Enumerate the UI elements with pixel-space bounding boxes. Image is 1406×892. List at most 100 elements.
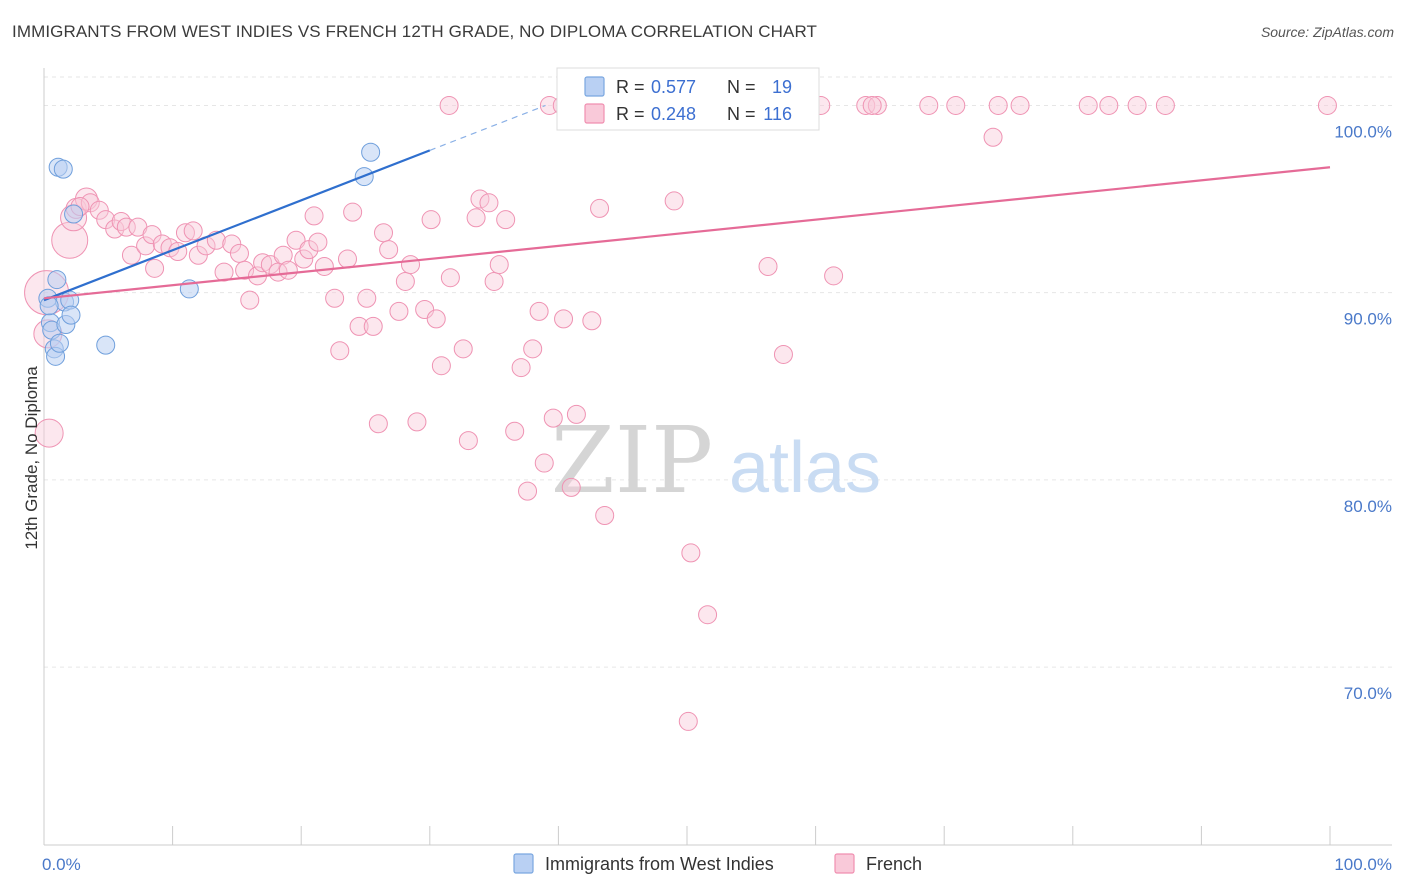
bottom-legend-label-french: French [866, 854, 922, 874]
point-french-55 [401, 255, 421, 275]
legend-n-french: 116 [763, 104, 792, 124]
point-french-112 [862, 95, 882, 115]
point-french-74 [529, 301, 549, 321]
point-french-71 [511, 358, 531, 378]
point-french-101 [856, 95, 876, 115]
point-french-12 [116, 217, 136, 237]
y-tick-labels: 100.0% 90.0% 80.0% 70.0% [1334, 122, 1392, 703]
point-french-63 [458, 431, 478, 451]
point-french-43 [325, 288, 345, 308]
point-french-8 [89, 200, 109, 220]
bottom-legend-swatch-french [834, 853, 855, 874]
point-french-17 [145, 258, 165, 278]
point-french-67 [484, 271, 504, 291]
point-french-62 [453, 339, 473, 359]
series-west-indies-points [38, 142, 381, 366]
point-french-107 [1078, 95, 1098, 115]
point-french-90 [983, 127, 1003, 147]
point-french-73 [523, 339, 543, 359]
point-french-11 [111, 212, 131, 232]
point-french-42 [314, 256, 334, 276]
bottom-legend-label-west-indies: Immigrants from West Indies [545, 854, 774, 874]
point-french-82 [595, 505, 615, 525]
point-french-47 [349, 316, 369, 336]
point-french-15 [136, 236, 156, 256]
point-french-53 [389, 301, 409, 321]
point-french-45 [337, 249, 357, 269]
x-tick-label-0: 0.0% [42, 855, 81, 874]
point-french-110 [1155, 95, 1175, 115]
trend-lines [43, 104, 1331, 302]
point-french-46 [343, 202, 363, 222]
legend-r-west-indies: 0.577 [651, 77, 696, 97]
point-french-85 [698, 605, 718, 625]
point-french-109 [1127, 95, 1147, 115]
point-french-50 [368, 414, 388, 434]
x-tick-labels: 0.0% 100.0% [42, 855, 1392, 874]
point-french-81 [590, 198, 610, 218]
point-french-78 [561, 477, 581, 497]
point-french-44 [330, 341, 350, 361]
point-french-89 [824, 266, 844, 286]
point-french-22 [183, 221, 203, 241]
point-west-indies-12 [61, 305, 81, 325]
trend-line-west-indies-extension [429, 104, 546, 151]
point-french-84 [681, 543, 701, 563]
legend-r-label-french: R = [616, 104, 645, 124]
point-french-13 [121, 245, 141, 265]
legend-bottom: Immigrants from West Indies French [513, 853, 922, 874]
point-french-70 [505, 421, 525, 441]
point-french-58 [421, 210, 441, 230]
legend-n-label-french: N = [727, 104, 756, 124]
legend-swatch-french [584, 103, 605, 124]
watermark-zip: ZIP [551, 407, 713, 514]
y-tick-label-0: 100.0% [1334, 122, 1392, 141]
point-french-64 [466, 208, 486, 228]
legend-r-french: 0.248 [651, 104, 696, 124]
point-french-77 [554, 309, 574, 329]
point-french-52 [379, 240, 399, 260]
point-french-48 [357, 288, 377, 308]
point-french-61 [440, 268, 460, 288]
point-french-68 [489, 255, 509, 275]
point-french-29 [235, 260, 255, 280]
legend-n-west-indies: 19 [772, 77, 792, 97]
point-west-indies-8 [53, 159, 73, 179]
point-french-69 [496, 210, 516, 230]
point-french-26 [214, 262, 234, 282]
point-french-49 [363, 316, 383, 336]
point-french-66 [479, 193, 499, 213]
point-french-41 [308, 232, 328, 252]
axes [43, 68, 1392, 846]
point-french-87 [758, 256, 778, 276]
point-french-83 [664, 191, 684, 211]
point-west-indies-5 [47, 270, 67, 290]
point-french-60 [431, 356, 451, 376]
grid-lines [44, 76, 1392, 668]
point-french-2 [34, 418, 64, 448]
point-french-37 [286, 230, 306, 250]
point-french-33 [260, 255, 280, 275]
point-west-indies-17 [361, 142, 381, 162]
y-tick-label-2: 80.0% [1344, 497, 1392, 516]
point-french-86 [678, 711, 698, 731]
point-french-38 [294, 249, 314, 269]
point-french-32 [253, 253, 273, 273]
y-axis-label: 12th Grade, No Diploma [22, 366, 41, 550]
point-west-indies-6 [49, 333, 69, 353]
watermark: ZIP atlas [551, 407, 881, 514]
point-french-30 [240, 290, 260, 310]
point-french-72 [518, 481, 538, 501]
trend-line-french [43, 166, 1331, 300]
point-french-102 [867, 95, 887, 115]
bottom-legend-swatch-west-indies [513, 853, 534, 874]
chart-title: IMMIGRANTS FROM WEST INDIES VS FRENCH 12… [12, 22, 817, 41]
point-french-108 [1099, 95, 1119, 115]
point-french-40 [304, 206, 324, 226]
y-tick-label-1: 90.0% [1344, 310, 1392, 329]
point-french-111 [1317, 95, 1337, 115]
point-french-35 [273, 245, 293, 265]
point-french-36 [278, 260, 298, 280]
point-french-103 [919, 95, 939, 115]
